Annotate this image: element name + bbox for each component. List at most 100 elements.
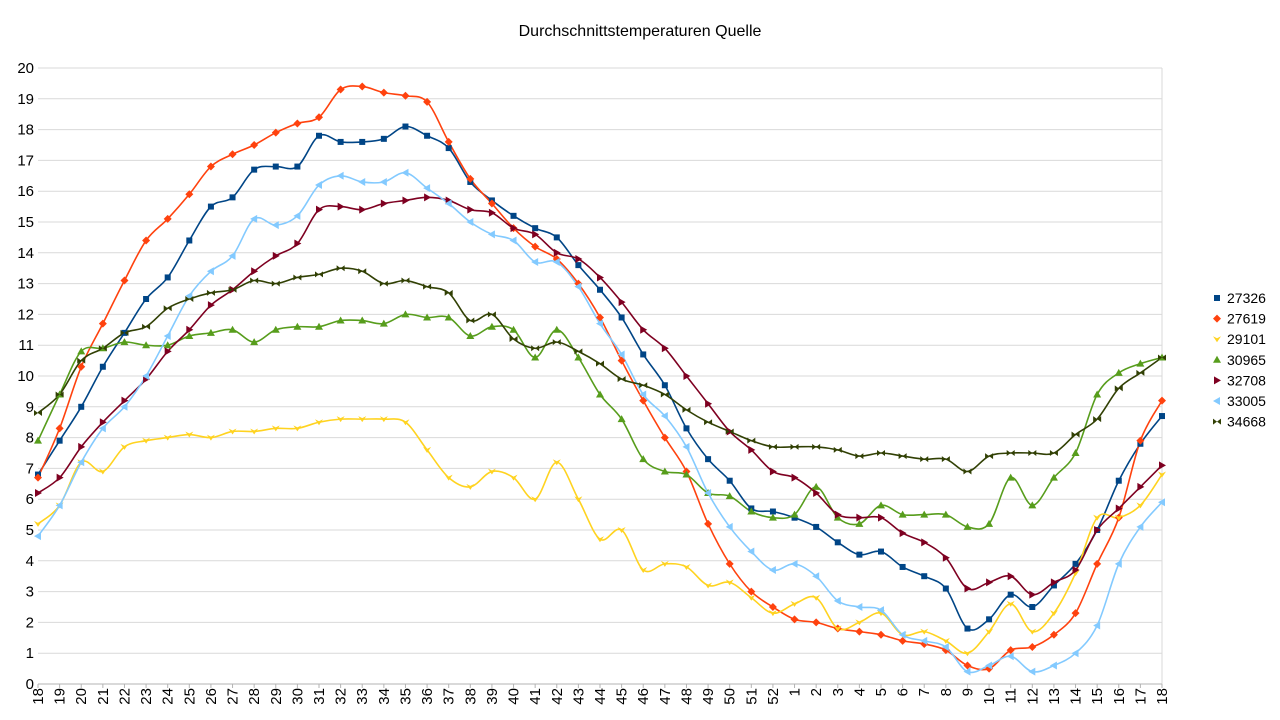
series-line-27619 xyxy=(37,85,1163,671)
data-point-29101 xyxy=(379,416,388,423)
legend-marker-32708 xyxy=(1214,376,1221,385)
data-point-27619 xyxy=(877,630,885,639)
data-point-27619 xyxy=(401,91,410,100)
grid xyxy=(38,67,1163,685)
data-point-27619 xyxy=(466,174,475,183)
data-point-33005 xyxy=(466,218,474,226)
data-point-34668 xyxy=(423,283,432,290)
y-tick-label: 16 xyxy=(17,183,34,200)
data-point-32708 xyxy=(813,489,821,498)
data-point-32708 xyxy=(488,208,496,217)
data-point-32708 xyxy=(1094,526,1102,534)
x-tick-label: 18 xyxy=(30,688,47,705)
data-point-27326 xyxy=(640,351,647,358)
data-point-30965 xyxy=(250,338,259,346)
data-point-27619 xyxy=(163,214,172,223)
data-point-27326 xyxy=(1115,477,1122,484)
data-point-27326 xyxy=(878,548,884,555)
data-point-34668 xyxy=(315,271,323,278)
data-point-29101 xyxy=(487,468,496,475)
data-point-33005 xyxy=(34,532,41,541)
data-point-32708 xyxy=(294,239,302,248)
data-point-34668 xyxy=(747,437,756,444)
data-point-29101 xyxy=(250,428,259,435)
legend-label-27619: 27619 xyxy=(1227,311,1266,327)
data-point-34668 xyxy=(401,277,410,284)
data-point-29101 xyxy=(812,594,821,601)
data-point-27619 xyxy=(444,137,453,146)
data-point-27619 xyxy=(423,97,432,106)
data-point-33005 xyxy=(877,606,884,615)
data-point-30965 xyxy=(812,482,821,490)
data-point-30965 xyxy=(466,331,475,339)
x-tick-label: 37 xyxy=(441,688,458,705)
data-point-34668 xyxy=(1136,369,1145,376)
x-tick-label: 3 xyxy=(830,688,847,696)
data-point-29101 xyxy=(855,619,864,626)
data-point-27326 xyxy=(942,585,949,592)
data-point-30965 xyxy=(401,310,410,318)
data-point-32708 xyxy=(1159,461,1166,470)
data-point-27619 xyxy=(617,356,626,365)
data-point-34668 xyxy=(142,323,151,330)
data-point-33005 xyxy=(660,412,668,421)
data-point-27326 xyxy=(1159,413,1165,420)
data-point-32708 xyxy=(99,418,107,427)
data-point-27619 xyxy=(185,190,194,199)
x-tick-label: 38 xyxy=(462,688,479,705)
data-point-27326 xyxy=(1050,582,1057,589)
data-point-33005 xyxy=(1049,661,1057,670)
data-point-32708 xyxy=(510,224,518,233)
data-point-29101 xyxy=(790,600,799,607)
chart-title: Durchschnittstemperaturen Quelle xyxy=(519,23,762,40)
data-point-29101 xyxy=(725,579,734,586)
data-point-30965 xyxy=(877,501,885,509)
data-point-32708 xyxy=(424,193,432,202)
data-point-27326 xyxy=(575,262,582,269)
data-point-27326 xyxy=(553,234,560,241)
data-point-30965 xyxy=(682,470,691,478)
data-point-30965 xyxy=(855,519,864,527)
data-point-27326 xyxy=(402,123,409,130)
data-point-33005 xyxy=(315,181,322,190)
data-point-29101 xyxy=(1158,471,1166,478)
data-point-29101 xyxy=(552,459,561,466)
data-point-33005 xyxy=(898,630,906,639)
data-point-34668 xyxy=(682,406,691,413)
y-tick-label: 8 xyxy=(26,430,34,447)
y-tick-label: 6 xyxy=(26,491,34,508)
data-point-30965 xyxy=(768,513,777,521)
data-point-29101 xyxy=(920,628,929,635)
x-tick-label: 51 xyxy=(743,688,760,705)
data-point-30965 xyxy=(941,510,950,518)
y-tick-label: 0 xyxy=(26,676,34,693)
data-point-29101 xyxy=(423,446,432,453)
data-point-33005 xyxy=(768,566,776,575)
data-point-27619 xyxy=(596,313,604,322)
y-tick-label: 17 xyxy=(17,152,34,169)
data-point-33005 xyxy=(747,547,755,556)
x-tick-label: 14 xyxy=(1068,688,1085,705)
x-tick-label: 30 xyxy=(289,688,306,705)
x-tick-label: 16 xyxy=(1111,688,1128,705)
x-tick-label: 45 xyxy=(614,688,631,705)
data-point-32708 xyxy=(207,301,215,310)
data-point-27619 xyxy=(1049,630,1058,639)
data-point-30965 xyxy=(206,328,215,336)
y-tick-label: 19 xyxy=(17,91,34,108)
y-tick-label: 10 xyxy=(17,368,34,385)
x-tick-label: 22 xyxy=(116,688,133,705)
data-point-33005 xyxy=(985,661,993,670)
data-point-32708 xyxy=(1029,590,1037,599)
data-point-33005 xyxy=(120,402,128,411)
data-point-30965 xyxy=(574,353,583,361)
data-point-32708 xyxy=(1050,578,1058,587)
data-point-32708 xyxy=(467,205,475,214)
data-point-34668 xyxy=(877,450,885,456)
data-point-27326 xyxy=(316,132,322,139)
data-point-33005 xyxy=(487,230,495,239)
data-point-34668 xyxy=(790,443,799,450)
data-point-33005 xyxy=(1006,652,1014,661)
data-point-33005 xyxy=(1071,649,1079,658)
data-point-30965 xyxy=(423,313,432,321)
